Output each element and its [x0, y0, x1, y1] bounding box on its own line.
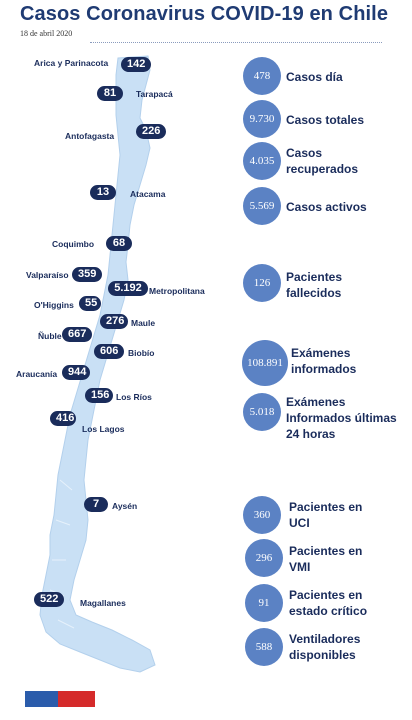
- stat-value-circle: 126: [243, 264, 281, 302]
- region-label: Biobío: [128, 348, 155, 358]
- region-cases-badge: 142: [121, 57, 151, 72]
- region-cases-badge: 667: [62, 327, 92, 342]
- region-cases-badge: 5.192: [108, 281, 148, 296]
- stat-value-circle: 360: [243, 496, 281, 534]
- region-label: Maule: [131, 318, 156, 328]
- stat-value-circle: 296: [245, 539, 283, 577]
- region-label: Tarapacá: [136, 89, 173, 99]
- chile-map-shape: [39, 55, 156, 673]
- region-label: Metropolitana: [149, 286, 205, 296]
- chile-fjords: [49, 479, 75, 629]
- region-label: Magallanes: [80, 598, 126, 608]
- stat-label: Ventiladores disponibles: [289, 632, 361, 662]
- region-cases-badge: 13: [90, 185, 116, 200]
- region-label: Los Lagos: [82, 424, 125, 434]
- stat-label: Casos recuperados: [286, 146, 359, 176]
- region-cases-badge: 416: [50, 411, 76, 426]
- region-label: O'Higgins: [34, 300, 74, 310]
- flag-red-band: [58, 691, 95, 707]
- region-label: Los Ríos: [116, 392, 152, 402]
- region-label: Antofagasta: [65, 131, 115, 141]
- region-label: Aysén: [112, 501, 138, 511]
- stat-value-circle: 4.035: [243, 142, 281, 180]
- stat-value-circle: 108.891: [242, 340, 288, 386]
- region-label: Ñuble: [38, 331, 62, 341]
- region-label: Arica y Parinacota: [34, 58, 109, 68]
- flag-logo: [25, 691, 95, 707]
- region-cases-badge: 55: [79, 296, 101, 311]
- region-cases-badge: 359: [72, 267, 102, 282]
- stat-value-circle: 588: [245, 628, 283, 666]
- stat-label: Casos día: [286, 70, 343, 84]
- stat-value-circle: 5.018: [243, 393, 281, 431]
- stat-label: Exámenes informados: [291, 346, 357, 376]
- stat-label: Casos activos: [286, 200, 367, 214]
- stat-label: Pacientes en UCI: [289, 500, 363, 530]
- stat-value-circle: 478: [243, 57, 281, 95]
- stat-value-circle: 9.730: [243, 100, 281, 138]
- region-label: Valparaíso: [26, 270, 69, 280]
- region-cases-badge: 81: [97, 86, 123, 101]
- region-cases-badge: 522: [34, 592, 64, 607]
- region-label: Atacama: [130, 189, 166, 199]
- region-cases-badge: 226: [136, 124, 166, 139]
- region-label: Araucanía: [16, 369, 58, 379]
- header-divider: [90, 42, 382, 43]
- report-date: 18 de abril 2020: [20, 29, 73, 38]
- stat-label: Pacientes en estado crítico: [289, 588, 368, 618]
- stat-value-circle: 5.569: [243, 187, 281, 225]
- stat-value-circle: 91: [245, 584, 283, 622]
- stat-label: Pacientes en VMI: [289, 544, 363, 574]
- stat-label: Pacientes fallecidos: [286, 270, 343, 300]
- region-cases-badge: 68: [106, 236, 132, 251]
- region-cases-badge: 276: [100, 314, 128, 329]
- region-cases-badge: 606: [94, 344, 124, 359]
- region-label: Coquimbo: [52, 239, 95, 249]
- region-cases-badge: 156: [85, 388, 113, 403]
- region-cases-badge: 944: [62, 365, 90, 380]
- region-cases-badge: 7: [84, 497, 108, 512]
- page-title: Casos Coronavirus COVID-19 en Chile: [20, 3, 389, 25]
- stat-label: Exámenes Informados últimas 24 horas: [286, 395, 397, 441]
- stat-label: Casos totales: [286, 113, 365, 127]
- flag-blue-band: [25, 691, 58, 707]
